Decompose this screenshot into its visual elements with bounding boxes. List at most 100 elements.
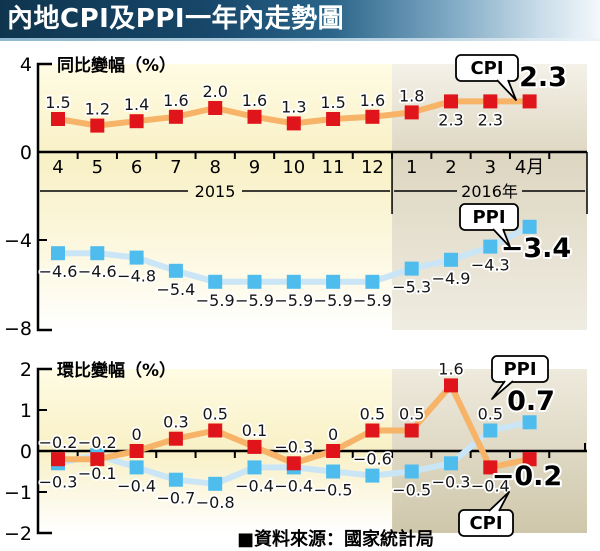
cpi-point (326, 112, 341, 126)
ppi-point (286, 274, 301, 289)
value-label: 0.5 (202, 405, 227, 424)
x-month-label: 10 (282, 157, 305, 178)
y-tick-label: −8 (4, 318, 32, 340)
y-tick-label: 0 (20, 142, 32, 164)
value-label: −5.9 (314, 291, 353, 310)
value-label: 1.6 (163, 91, 188, 110)
y-tick-label: 0 (20, 441, 32, 463)
cpi-point (483, 94, 498, 109)
ppi-point (483, 423, 498, 438)
cpi-point (90, 452, 105, 467)
ppi-point (326, 464, 341, 479)
x-month-label: 9 (249, 157, 260, 178)
latest-value-cpi: 2.3 (519, 62, 567, 93)
value-label: −0.8 (196, 493, 235, 512)
value-label: −4.9 (432, 269, 471, 288)
value-label: −5.9 (353, 291, 392, 310)
value-label: −0.2 (39, 433, 78, 452)
value-label: 0 (132, 425, 142, 444)
value-label: −0.1 (78, 464, 117, 483)
cpi-point (522, 452, 537, 467)
value-label: −0.7 (156, 489, 195, 508)
value-label: 2.3 (478, 110, 503, 129)
ppi-point (129, 250, 144, 265)
value-label: 0.5 (360, 405, 385, 424)
x-month-label: 1 (406, 157, 417, 178)
value-label: 0.5 (478, 405, 503, 424)
chart-title: 環比變幅（%） (57, 360, 176, 381)
value-label: −4.6 (78, 262, 117, 281)
cpi-point (247, 109, 262, 124)
value-label: −0.4 (471, 476, 510, 495)
ppi-callout-label: PPI (472, 207, 505, 228)
value-label: 1.6 (360, 91, 385, 110)
x-month-label: 5 (92, 157, 103, 178)
value-label: −0.3 (39, 472, 78, 491)
cpi-callout-box (458, 509, 514, 537)
value-label: 1.6 (438, 359, 463, 378)
ppi-point (444, 252, 458, 267)
y-tick-label: −1 (4, 482, 32, 504)
value-label: −0.5 (314, 481, 353, 500)
x-month-label: 4 (52, 157, 63, 178)
ppi-point (522, 415, 537, 430)
headline-underline (0, 38, 600, 41)
cpi-point (286, 116, 301, 131)
value-label: −0.3 (274, 437, 313, 456)
latest-value-ppi: −3.4 (501, 233, 571, 264)
x-month-label: 2 (445, 157, 456, 178)
cpi-callout-box (455, 54, 519, 82)
cpi-point (404, 105, 419, 120)
cpi-point (168, 109, 183, 124)
ppi-point (365, 468, 380, 483)
value-label: 1.5 (320, 93, 345, 112)
ppi-point (444, 456, 458, 471)
value-label: 2.0 (202, 82, 227, 101)
x-month-label: 6 (131, 157, 142, 178)
value-label: −4.8 (117, 267, 156, 286)
ppi-point (404, 261, 419, 276)
x-month-label: 8 (209, 157, 220, 178)
y-tick-label: 4 (20, 54, 32, 76)
value-label: −5.4 (156, 280, 195, 299)
value-label: −0.4 (117, 476, 156, 495)
value-label: −0.2 (78, 433, 117, 452)
cpi-point (129, 114, 144, 129)
cpi-point (247, 439, 262, 454)
value-label: 0.5 (399, 405, 424, 424)
cpi-point (129, 444, 144, 458)
ppi-callout-box (491, 355, 549, 383)
value-label: 0 (328, 425, 338, 444)
value-label: −0.5 (392, 481, 431, 500)
year-label: 2015 (195, 182, 236, 201)
chart-headline-bar: 內地CPI及PPI一年內走勢圖 (0, 0, 600, 38)
chart-title: 同比變幅（%） (57, 55, 176, 76)
ppi-point (208, 476, 223, 491)
cpi-point (365, 423, 380, 438)
cpi-point (404, 423, 419, 438)
cpi-point (90, 118, 105, 133)
y-tick-label: 2 (20, 359, 32, 381)
ppi-point (326, 274, 341, 289)
value-label: 1.5 (45, 93, 70, 112)
y-axis (36, 62, 52, 332)
value-label: 0.3 (163, 413, 188, 432)
y-tick-label: −2 (4, 523, 32, 545)
value-label: 1.2 (85, 100, 110, 119)
ppi-point (247, 274, 262, 289)
value-label: −5.9 (235, 291, 274, 310)
value-label: 1.6 (242, 91, 267, 110)
cpi-point (286, 456, 301, 471)
ppi-point (522, 219, 537, 234)
y-tick-label: −4 (4, 230, 32, 252)
ppi-point (365, 274, 380, 289)
cpi-point (326, 444, 341, 458)
ppi-point (404, 464, 419, 479)
value-label: −0.4 (274, 476, 313, 495)
cpi-callout-label: CPI (470, 58, 503, 79)
ppi-point (208, 274, 223, 289)
value-label: 2.3 (438, 110, 463, 129)
cpi-callout-tail (496, 79, 517, 101)
value-label: −0.6 (353, 450, 392, 469)
